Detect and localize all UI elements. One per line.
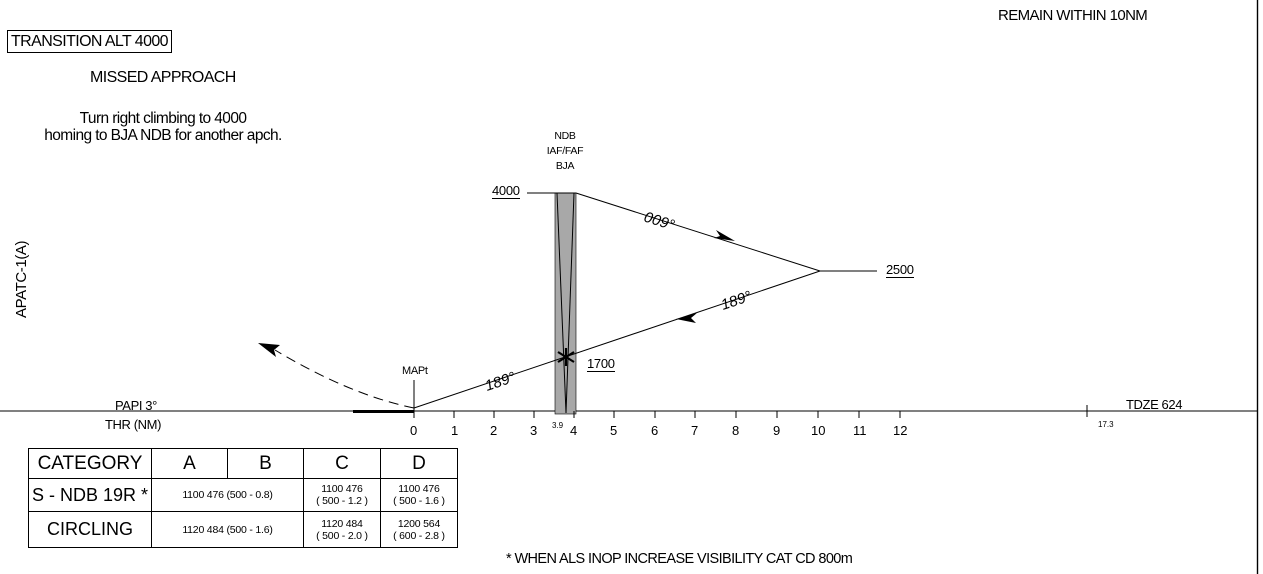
distance-label: 0 (410, 423, 418, 438)
tdze-label: TDZE 624 (1126, 397, 1183, 412)
header-cat-c: C (303, 448, 381, 479)
ndb-cone-left (556, 192, 567, 414)
distance-label: 12 (893, 423, 908, 438)
row-label-circling: CIRCLING (28, 511, 152, 548)
row-label-ndb: S - NDB 19R * (28, 478, 152, 512)
remain-within-note: REMAIN WITHIN 10NM (998, 7, 1148, 24)
minima-row-circling: CIRCLING 1120 484 (500 - 1.6) 1120 484 (… (28, 511, 458, 548)
missed-approach-line-2: homing to BJA NDB for another apch. (44, 127, 282, 144)
faf-star-icon (557, 348, 575, 366)
outbound-track (575, 192, 821, 272)
final-course-label: 189° (483, 369, 518, 395)
papi-label: PAPI 3° (115, 398, 157, 413)
altitude-4000-label: 4000 (492, 183, 520, 199)
inbound-final-track (413, 270, 821, 409)
minima-row-ndb: S - NDB 19R * 1100 476 (500 - 0.8) 1100 … (28, 478, 458, 512)
als-inop-footnote: * WHEN ALS INOP INCREASE VISIBILITY CAT … (506, 551, 853, 567)
missed-approach-title: MISSED APPROACH (90, 69, 236, 86)
inbound-course-label: 189° (719, 288, 754, 314)
missed-approach-path (274, 349, 415, 409)
minima-c-ndb-vis: ( 500 - 1.2 ) (316, 495, 368, 507)
fix-distance-label: 3.9 (552, 421, 564, 430)
minima-d-circling-alt: 1200 564 (397, 517, 441, 530)
runway-length-label: 17.3 (1098, 420, 1114, 429)
outbound-course-label: 009° (642, 209, 677, 235)
distance-label: 3 (530, 423, 538, 438)
header-category: CATEGORY (28, 448, 152, 479)
threshold-label: THR (NM) (105, 417, 162, 432)
minima-d-ndb-alt: 1100 476 (398, 483, 440, 495)
distance-label: 7 (691, 423, 699, 438)
altitude-2500-label: 2500 (886, 262, 914, 278)
inbound-arrowhead (676, 313, 697, 323)
distance-ticks (413, 405, 1088, 418)
altitude-1700-label: 1700 (587, 356, 615, 372)
distance-label: 10 (811, 423, 826, 438)
minima-ab-ndb: 1100 476 (500 - 0.8) (151, 478, 304, 512)
distance-label: 5 (610, 423, 618, 438)
minima-table: CATEGORY A B C D S - NDB 19R * 1100 476 … (28, 448, 458, 548)
minima-ab-circling: 1120 484 (500 - 1.6) (151, 511, 304, 548)
minima-c-ndb-alt: 1100 476 (321, 483, 363, 495)
minima-c-circling: 1120 484 ( 500 - 2.0 ) (303, 511, 381, 548)
chart-side-label: APATC-1(A) (13, 240, 30, 318)
minima-d-circling-vis: ( 600 - 2.8 ) (393, 529, 445, 542)
minima-d-ndb-vis: ( 500 - 1.6 ) (393, 495, 445, 507)
transition-altitude-box: TRANSITION ALT 4000 (7, 30, 172, 53)
fix-type-label: NDB (554, 130, 576, 142)
distance-label: 4 (570, 423, 578, 438)
distance-label: 9 (773, 423, 781, 438)
missed-approach-arrowhead (258, 343, 280, 357)
distance-label: 2 (490, 423, 498, 438)
minima-header-row: CATEGORY A B C D (28, 448, 458, 479)
distance-label: 1 (451, 423, 459, 438)
minima-c-circling-vis: ( 500 - 2.0 ) (316, 529, 368, 542)
distance-label: 11 (853, 423, 867, 438)
header-cat-a: A (151, 448, 228, 479)
header-cat-b: B (227, 448, 304, 479)
minima-d-ndb: 1100 476 ( 500 - 1.6 ) (380, 478, 458, 512)
distance-label: 8 (732, 423, 740, 438)
distance-label: 6 (651, 423, 659, 438)
minima-c-ndb: 1100 476 ( 500 - 1.2 ) (303, 478, 381, 512)
fix-ident-label: BJA (555, 160, 575, 172)
fix-role-label: IAF/FAF (546, 145, 584, 157)
mapt-label: MAPt (402, 365, 428, 377)
outbound-arrowhead (714, 230, 735, 241)
ndb-cone-right (565, 192, 575, 414)
missed-approach-line-1: Turn right climbing to 4000 (79, 110, 247, 127)
minima-d-circling: 1200 564 ( 600 - 2.8 ) (380, 511, 458, 548)
header-cat-d: D (380, 448, 458, 479)
minima-c-circling-alt: 1120 484 (321, 517, 363, 530)
